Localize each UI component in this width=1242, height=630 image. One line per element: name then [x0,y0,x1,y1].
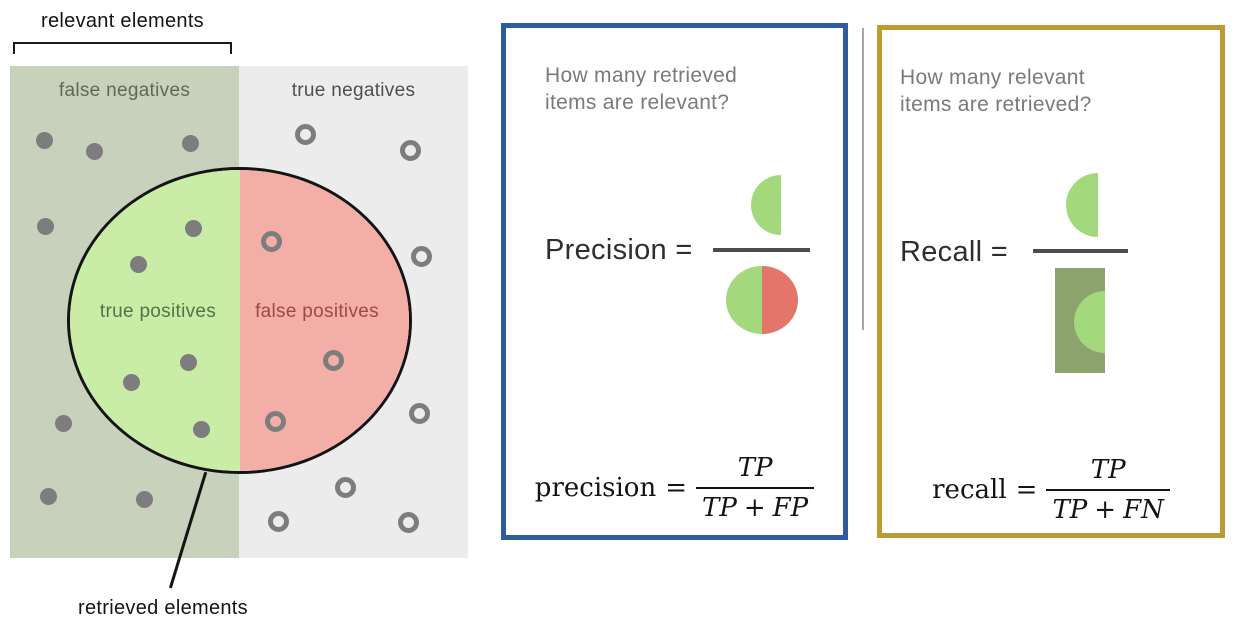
retrieved-elements-label: retrieved elements [78,597,248,619]
precision-box: How many retrieved items are relevant? P… [501,23,848,540]
true-positives-region [70,170,240,471]
precision-question-line2: items are relevant? [545,91,730,114]
recall-formula-lhs: recall [932,475,1007,505]
boxes-divider-line [862,28,864,330]
false-positives-label: false positives [255,301,379,322]
pie-false-positives-half [762,266,798,334]
precision-formula: precision = TP TP + FP [506,453,843,523]
precision-question-line1: How many retrieved [545,64,738,87]
recall-formula-numerator: TP [1090,455,1126,485]
precision-label: Precision = [545,234,693,266]
precision-formula-lhs: precision [534,473,657,503]
recall-question-line1: How many relevant [900,66,1085,89]
true-positives-half-disc-icon [1066,173,1098,237]
recall-label: Recall = [900,236,1008,268]
false-negatives-label: false negatives [58,80,191,101]
relevant-rect-icon [1055,268,1105,373]
recall-formula-denominator: TP + FN [1046,489,1170,525]
recall-question-line2: items are retrieved? [900,93,1092,116]
recall-box: How many relevant items are retrieved? R… [877,25,1225,538]
pie-true-positives-half [726,266,762,334]
recall-formula-equals: = [1015,475,1038,505]
precision-formula-numerator: TP [737,453,773,483]
precision-formula-denominator: TP + FP [696,487,815,523]
precision-question: How many retrieved items are relevant? [545,62,737,116]
precision-fraction-bar [713,248,810,252]
precision-formula-equals: = [665,473,687,503]
recall-question: How many relevant items are retrieved? [900,64,1092,118]
retrieved-pie-icon [726,266,798,334]
venn-panel: relevant elements false negatives true n… [0,0,500,630]
relevant-elements-label: relevant elements [41,10,204,32]
true-negatives-label: true negatives [291,80,416,101]
rect-true-positives-half-disc [1074,291,1105,353]
relevant-elements-bracket [13,42,232,54]
recall-formula: recall = TP TP + FN [882,455,1220,525]
recall-formula-fraction: TP TP + FN [1046,455,1170,525]
true-positives-half-disc-icon [751,175,781,235]
precision-formula-fraction: TP TP + FP [696,453,815,523]
true-positives-label: true positives [99,301,217,322]
recall-fraction-bar [1033,249,1128,253]
